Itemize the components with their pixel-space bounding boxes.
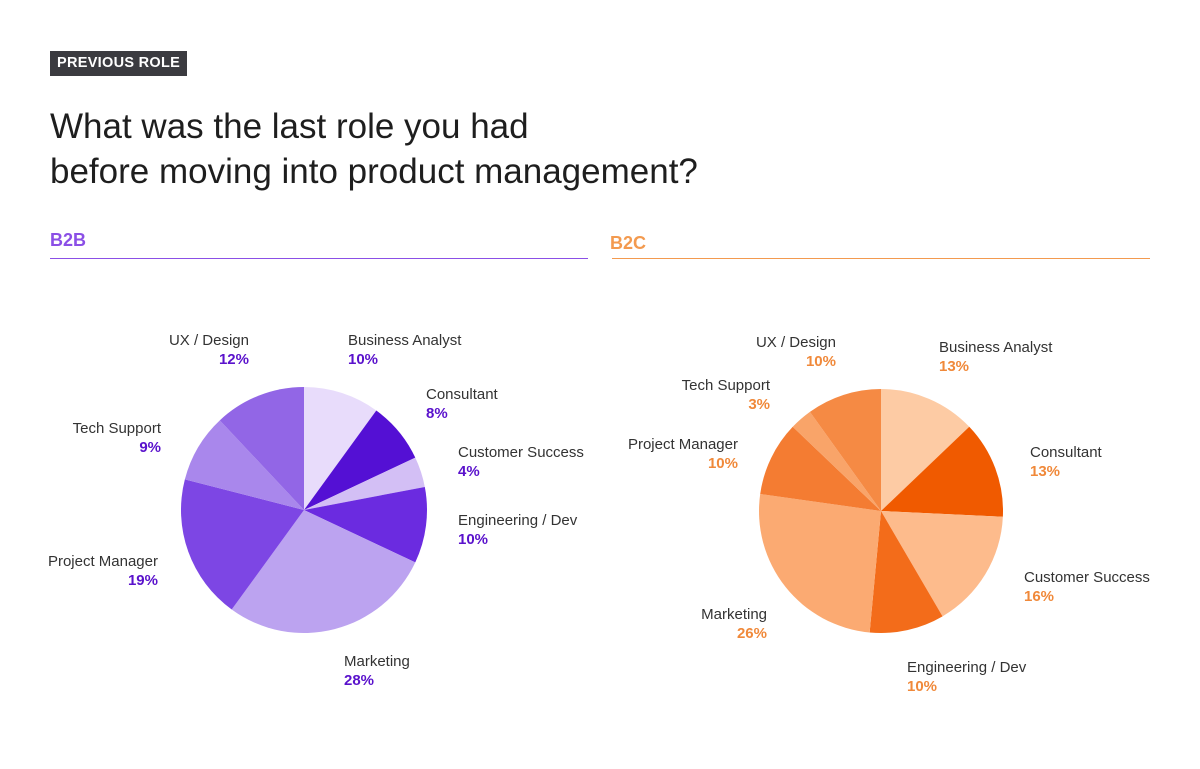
b2b-slice-project-manager [180, 479, 304, 610]
b2b-value-business-analyst: 10% [348, 351, 378, 368]
b2c-label-tech-support: Tech Support [682, 377, 771, 394]
b2b-slice-tech-support [184, 420, 304, 510]
b2b-value-project-manager: 19% [128, 572, 158, 589]
b2b-slice-consultant [304, 410, 416, 510]
b2c-label-ux-design: UX / Design [756, 334, 836, 351]
b2b-slice-engineering-dev [304, 486, 427, 563]
section-badge: PREVIOUS ROLE [50, 51, 188, 76]
b2c-value-engineering-dev: 10% [907, 678, 937, 695]
b2b-value-tech-support: 9% [139, 439, 161, 456]
b2c-label-project-manager: Project Manager [628, 436, 738, 453]
b2c-chart-title: B2C [610, 233, 647, 253]
b2c-slice-consultant [881, 426, 1004, 517]
b2c-value-business-analyst: 13% [939, 358, 969, 375]
b2b-label-customer-success: Customer Success [458, 444, 584, 461]
b2c-value-customer-success: 16% [1024, 588, 1054, 605]
title-line-1: What was the last role you had [50, 107, 529, 146]
b2c-slice-customer-success [881, 511, 1003, 617]
b2c-label-business-analyst: Business Analyst [939, 339, 1053, 356]
b2b-label-marketing: Marketing [344, 653, 410, 670]
b2b-value-engineering-dev: 10% [458, 531, 488, 548]
title-line-2: before moving into product management? [50, 152, 698, 191]
b2c-slice-ux-design [809, 389, 881, 511]
b2b-slice-ux-design [219, 387, 304, 510]
b2c-slice-business-analyst [881, 388, 970, 511]
b2b-value-consultant: 8% [426, 405, 448, 422]
b2b-chart-title: B2B [50, 230, 87, 250]
b2c-label-engineering-dev: Engineering / Dev [907, 659, 1027, 676]
b2b-slice-marketing [231, 510, 416, 633]
b2b-label-engineering-dev: Engineering / Dev [458, 512, 578, 529]
b2b-slice-business-analyst [304, 387, 377, 510]
b2b-label-ux-design: UX / Design [169, 332, 249, 349]
b2c-value-ux-design: 10% [806, 353, 836, 370]
b2b-value-ux-design: 12% [219, 351, 249, 368]
b2c-label-customer-success: Customer Success [1024, 569, 1150, 586]
b2c-slice-marketing [758, 493, 881, 633]
b2b-divider [50, 258, 588, 259]
b2c-slice-tech-support [792, 411, 881, 511]
b2c-pie [758, 388, 1004, 634]
b2b-value-marketing: 28% [344, 672, 374, 689]
b2c-value-tech-support: 3% [748, 396, 770, 413]
b2b-value-customer-success: 4% [458, 463, 480, 480]
b2b-label-project-manager: Project Manager [48, 553, 158, 570]
b2b-pie [180, 387, 427, 633]
b2c-slice-project-manager [760, 426, 881, 511]
b2c-label-consultant: Consultant [1030, 444, 1103, 461]
b2c-value-project-manager: 10% [708, 455, 738, 472]
b2b-label-business-analyst: Business Analyst [348, 332, 462, 349]
b2c-divider [612, 258, 1150, 259]
b2c-value-consultant: 13% [1030, 463, 1060, 480]
b2c-slice-engineering-dev [869, 511, 943, 634]
b2b-label-tech-support: Tech Support [73, 420, 162, 437]
b2c-label-marketing: Marketing [701, 606, 767, 623]
b2c-value-marketing: 26% [737, 625, 767, 642]
b2b-label-consultant: Consultant [426, 386, 499, 403]
page-title: What was the last role you had before mo… [50, 104, 698, 194]
b2b-slice-customer-success [304, 457, 425, 510]
